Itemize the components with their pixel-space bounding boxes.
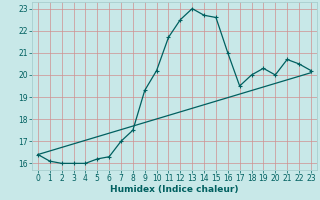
X-axis label: Humidex (Indice chaleur): Humidex (Indice chaleur) [110,185,239,194]
